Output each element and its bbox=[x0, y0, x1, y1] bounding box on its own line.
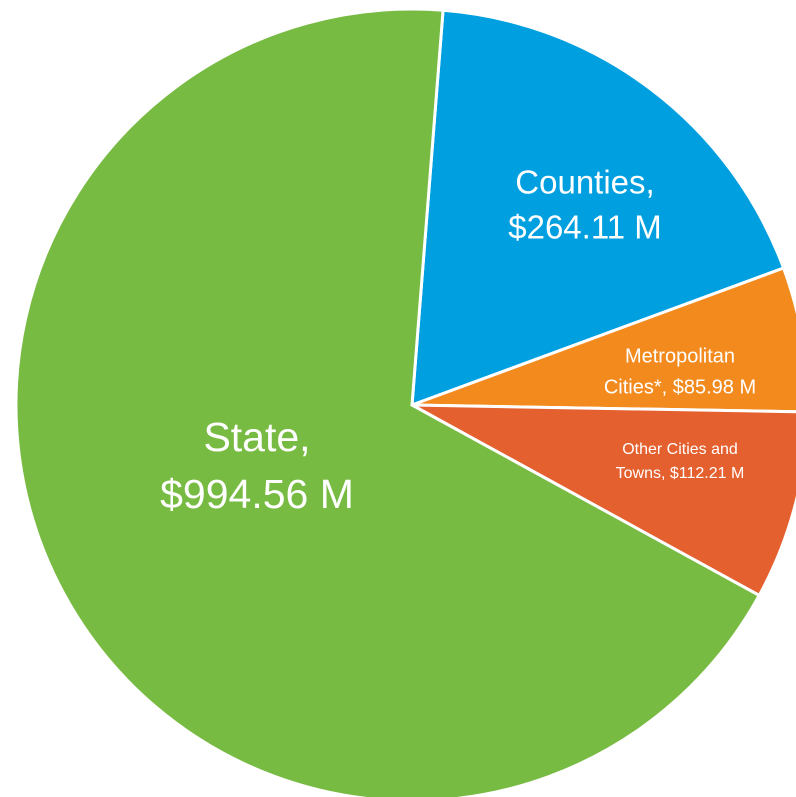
slice-label: $994.56 M bbox=[160, 471, 354, 517]
slice-label: Towns, $112.21 M bbox=[616, 465, 745, 482]
pie-slice bbox=[411, 266, 796, 414]
pie-slice bbox=[411, 403, 796, 598]
slice-label: $264.11 M bbox=[508, 209, 662, 246]
slice-label: Cities*, $85.98 M bbox=[604, 376, 756, 398]
slice-label: State, bbox=[203, 414, 310, 460]
slice-label: Other Cities and bbox=[622, 441, 738, 458]
slice-label: Metropolitan bbox=[625, 345, 735, 367]
slice-label: Counties, bbox=[515, 164, 654, 201]
pie-slice bbox=[410, 8, 786, 408]
pie-slice bbox=[14, 7, 762, 797]
